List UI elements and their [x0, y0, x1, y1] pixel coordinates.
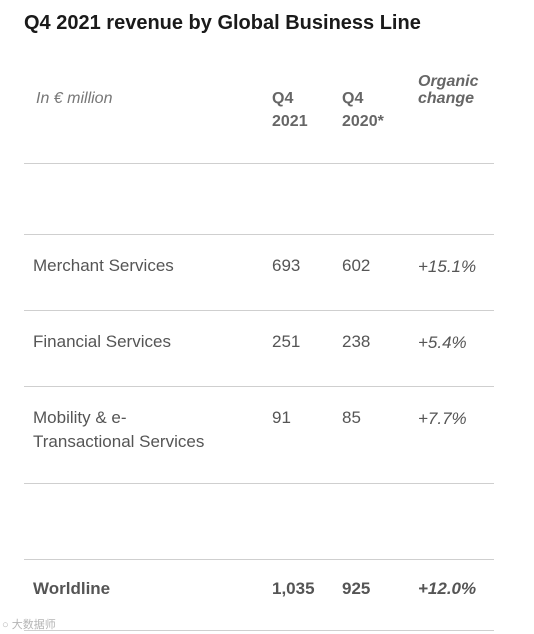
- cell-q4-2021: 251: [272, 332, 301, 351]
- cell-q4-2020: 602: [342, 256, 371, 275]
- column-header-q4-2020-line2: 2020*: [342, 113, 384, 130]
- column-header-q4-2021: Q4 2021: [272, 87, 308, 133]
- cell-total-organic-change: +12.0%: [418, 579, 477, 598]
- column-header-organic-line2: change: [418, 90, 475, 107]
- table-divider: [24, 483, 494, 484]
- row-label-financial-services: Financial Services: [33, 332, 171, 351]
- cell-organic-change: +7.7%: [418, 409, 467, 428]
- row-label-line2: Transactional Services: [33, 432, 205, 451]
- cell-total-q4-2021: 1,035: [272, 579, 315, 598]
- column-header-q4-2020: Q4 2020*: [342, 87, 384, 133]
- cell-organic-change: +15.1%: [418, 257, 477, 276]
- table-divider: [24, 163, 494, 164]
- table-divider: [24, 310, 494, 311]
- row-label-merchant-services: Merchant Services: [33, 256, 174, 275]
- page-title: Q4 2021 revenue by Global Business Line: [24, 12, 421, 34]
- table-divider: [24, 234, 494, 235]
- column-header-q4-2020-line1: Q4: [342, 90, 364, 107]
- column-header-organic-change: Organic change: [418, 73, 478, 107]
- cell-q4-2021: 693: [272, 256, 301, 275]
- watermark: ○ 大数据师: [2, 616, 56, 632]
- cell-q4-2020: 85: [342, 408, 361, 427]
- unit-label: In € million: [36, 90, 113, 107]
- row-label-line1: Mobility & e-: [33, 408, 127, 427]
- watermark-text: 大数据师: [11, 619, 56, 631]
- cell-q4-2021: 91: [272, 408, 291, 427]
- row-label-worldline-total: Worldline: [33, 579, 111, 598]
- row-label-mobility-transactional-services: Mobility & e- Transactional Services: [33, 406, 204, 454]
- table-divider: [24, 559, 494, 560]
- column-header-organic-line1: Organic: [418, 73, 479, 90]
- table-divider: [24, 386, 494, 387]
- cell-total-q4-2020: 925: [342, 579, 371, 598]
- watermark-logo-icon: ○: [2, 619, 9, 631]
- cell-q4-2020: 238: [342, 332, 371, 351]
- column-header-q4-2021-line2: 2021: [272, 113, 308, 130]
- table-divider: [24, 630, 494, 631]
- column-header-q4-2021-line1: Q4: [272, 90, 294, 107]
- cell-organic-change: +5.4%: [418, 333, 467, 352]
